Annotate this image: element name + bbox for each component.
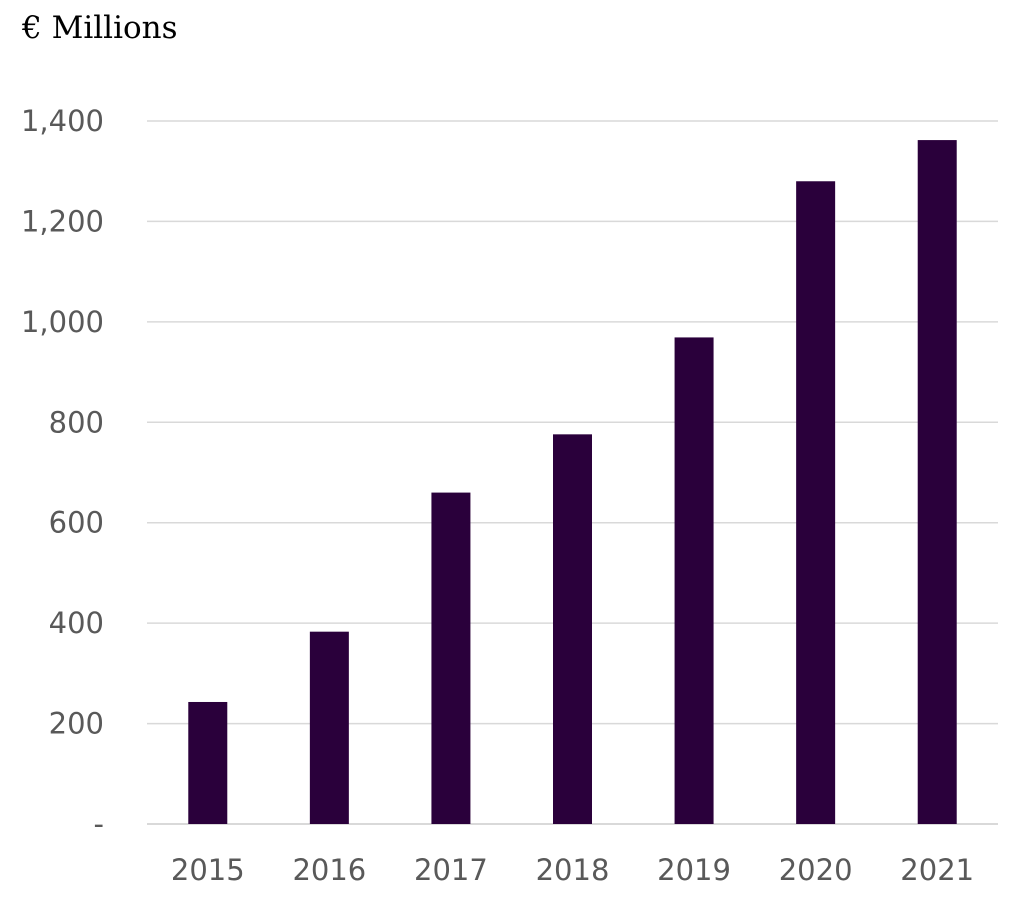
x-tick-label: 2018 bbox=[536, 853, 610, 887]
x-axis-ticks: 2015 2016 2017 2018 2019 2020 2021 bbox=[171, 853, 974, 887]
y-tick-label: 800 bbox=[49, 405, 104, 439]
bar-2020 bbox=[796, 181, 836, 824]
bar-2016 bbox=[309, 631, 349, 824]
x-tick-label: 2017 bbox=[414, 853, 488, 887]
y-tick-label: - bbox=[94, 807, 104, 841]
unit-label: € Millions bbox=[22, 10, 178, 46]
bar-2015 bbox=[188, 701, 228, 824]
y-tick-label: 400 bbox=[49, 606, 104, 640]
y-axis-ticks: - 200 400 600 800 1,000 1,200 1,400 bbox=[21, 104, 104, 841]
y-tick-label: 1,000 bbox=[21, 305, 104, 339]
bars bbox=[188, 140, 957, 824]
bar-2017 bbox=[431, 492, 471, 824]
x-tick-label: 2015 bbox=[171, 853, 245, 887]
y-tick-label: 1,400 bbox=[21, 104, 104, 138]
y-tick-label: 600 bbox=[49, 506, 104, 540]
x-tick-label: 2016 bbox=[292, 853, 366, 887]
x-tick-label: 2020 bbox=[779, 853, 853, 887]
bar-2021 bbox=[917, 140, 957, 824]
y-tick-label: 200 bbox=[49, 707, 104, 741]
bar-2018 bbox=[553, 434, 592, 824]
y-tick-label: 1,200 bbox=[21, 204, 104, 238]
x-tick-label: 2021 bbox=[900, 853, 974, 887]
x-tick-label: 2019 bbox=[657, 853, 731, 887]
bar-2019 bbox=[674, 337, 714, 824]
